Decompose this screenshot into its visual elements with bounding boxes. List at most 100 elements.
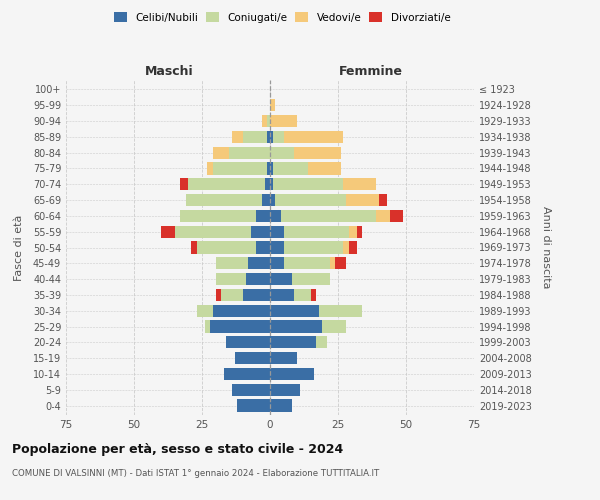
- Bar: [267, 115, 270, 127]
- Bar: [343, 242, 349, 254]
- Bar: [232, 384, 270, 396]
- Bar: [235, 352, 270, 364]
- Bar: [270, 304, 319, 317]
- Bar: [221, 288, 270, 301]
- Bar: [175, 226, 270, 238]
- Bar: [188, 178, 270, 190]
- Bar: [215, 257, 270, 270]
- Bar: [270, 130, 273, 143]
- Text: Maschi: Maschi: [145, 66, 194, 78]
- Bar: [226, 336, 270, 348]
- Bar: [191, 242, 270, 254]
- Bar: [251, 226, 270, 238]
- Bar: [205, 320, 270, 332]
- Bar: [343, 178, 376, 190]
- Bar: [197, 304, 270, 317]
- Bar: [267, 162, 270, 174]
- Bar: [248, 257, 270, 270]
- Bar: [215, 257, 270, 270]
- Bar: [376, 210, 389, 222]
- Bar: [379, 194, 387, 206]
- Bar: [275, 194, 346, 206]
- Bar: [229, 146, 270, 159]
- Bar: [389, 210, 403, 222]
- Bar: [215, 273, 270, 285]
- Bar: [185, 194, 270, 206]
- Bar: [197, 304, 270, 317]
- Bar: [208, 162, 270, 174]
- Bar: [208, 162, 270, 174]
- Bar: [281, 210, 376, 222]
- Bar: [270, 352, 297, 364]
- Bar: [273, 162, 308, 174]
- Text: Popolazione per età, sesso e stato civile - 2024: Popolazione per età, sesso e stato civil…: [12, 442, 343, 456]
- Bar: [284, 226, 349, 238]
- Bar: [256, 210, 270, 222]
- Bar: [270, 210, 281, 222]
- Bar: [188, 178, 270, 190]
- Bar: [284, 130, 343, 143]
- Bar: [238, 400, 270, 411]
- Bar: [270, 336, 316, 348]
- Text: Femmine: Femmine: [338, 66, 403, 78]
- Bar: [349, 226, 357, 238]
- Bar: [213, 146, 270, 159]
- Bar: [270, 288, 295, 301]
- Bar: [224, 368, 270, 380]
- Bar: [243, 288, 270, 301]
- Bar: [232, 130, 270, 143]
- Bar: [270, 257, 284, 270]
- Bar: [221, 288, 270, 301]
- Bar: [292, 273, 330, 285]
- Bar: [232, 130, 270, 143]
- Bar: [357, 226, 362, 238]
- Bar: [273, 130, 284, 143]
- Y-axis label: Anni di nascita: Anni di nascita: [541, 206, 551, 288]
- Bar: [262, 115, 270, 127]
- Bar: [270, 162, 273, 174]
- Bar: [346, 194, 379, 206]
- Bar: [235, 352, 270, 364]
- Bar: [235, 352, 270, 364]
- Bar: [197, 242, 270, 254]
- Bar: [232, 384, 270, 396]
- Bar: [224, 368, 270, 380]
- Bar: [330, 257, 335, 270]
- Bar: [270, 115, 297, 127]
- Bar: [213, 162, 270, 174]
- Bar: [270, 400, 292, 411]
- Bar: [270, 194, 275, 206]
- Bar: [256, 242, 270, 254]
- Bar: [270, 368, 314, 380]
- Bar: [185, 194, 270, 206]
- Bar: [295, 288, 311, 301]
- Bar: [232, 384, 270, 396]
- Bar: [180, 210, 270, 222]
- Bar: [213, 146, 270, 159]
- Bar: [319, 304, 362, 317]
- Bar: [161, 226, 270, 238]
- Bar: [284, 257, 330, 270]
- Bar: [185, 194, 270, 206]
- Bar: [215, 273, 270, 285]
- Bar: [270, 146, 295, 159]
- Bar: [226, 336, 270, 348]
- Bar: [270, 242, 284, 254]
- Bar: [262, 115, 270, 127]
- Bar: [213, 304, 270, 317]
- Bar: [238, 400, 270, 411]
- Bar: [243, 130, 270, 143]
- Bar: [215, 273, 270, 285]
- Bar: [210, 320, 270, 332]
- Bar: [180, 210, 270, 222]
- Y-axis label: Fasce di età: Fasce di età: [14, 214, 25, 280]
- Bar: [270, 178, 273, 190]
- Bar: [270, 99, 275, 112]
- Bar: [197, 304, 270, 317]
- Bar: [322, 320, 346, 332]
- Bar: [180, 210, 270, 222]
- Bar: [270, 384, 300, 396]
- Bar: [238, 400, 270, 411]
- Bar: [311, 288, 316, 301]
- Legend: Celibi/Nubili, Coniugati/e, Vedovi/e, Divorziati/e: Celibi/Nubili, Coniugati/e, Vedovi/e, Di…: [112, 10, 452, 24]
